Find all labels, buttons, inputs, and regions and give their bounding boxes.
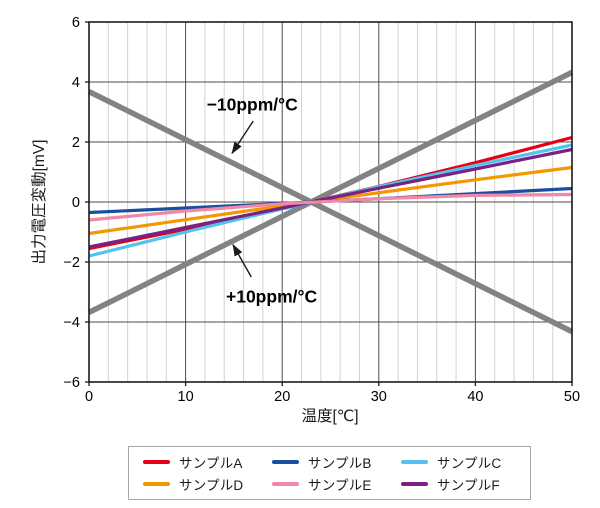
y-tick-label: 2	[72, 135, 80, 151]
legend-swatch	[143, 460, 170, 464]
legend-item-4: サンプルD	[143, 474, 272, 494]
x-tick-label: 20	[274, 389, 290, 405]
y-tick-label: 4	[72, 75, 80, 91]
y-tick-label: −2	[63, 255, 80, 271]
line-chart: 0 10 20 30 40 50 −6 −4 −2 0 2 4 6 −10ppm/°C +10ppm/°C …	[31, 15, 580, 425]
x-tick-label: 30	[371, 389, 387, 405]
legend-label: サンプルE	[308, 478, 372, 493]
legend-label: サンプルC	[437, 456, 502, 471]
y-tick-label: 0	[72, 195, 80, 211]
legend: サンプルA サンプルB サンプルC サンプルD サンプルE サンプルF	[128, 446, 531, 500]
annotation-arrow-2	[232, 243, 252, 278]
series-line-6	[88, 147, 573, 249]
legend-item-6: サンプルF	[401, 474, 530, 494]
legend-swatch	[272, 460, 299, 464]
legend-item-3: サンプルC	[401, 452, 530, 472]
legend-label: サンプルB	[308, 456, 372, 471]
legend-label: サンプルD	[179, 478, 244, 493]
legend-swatch	[401, 482, 428, 486]
legend-swatch	[401, 460, 428, 464]
legend-item-2: サンプルB	[272, 452, 401, 472]
ref-line-plus-10ppm	[87, 69, 574, 315]
x-tick-label: 0	[85, 389, 93, 405]
x-tick-label: 10	[178, 389, 194, 405]
legend-item-1: サンプルA	[143, 452, 272, 472]
legend-label: サンプルA	[179, 456, 243, 471]
x-tick-label: 50	[564, 389, 580, 405]
series-line-5	[88, 192, 573, 222]
legend-swatch	[272, 482, 299, 486]
ref-line-minus-10ppm	[87, 89, 574, 335]
annotation-label-2: +10ppm/°C	[226, 287, 317, 307]
annotation-label-1: −10ppm/°C	[207, 95, 298, 115]
x-axis-title: 温度[℃]	[301, 408, 359, 425]
y-tick-label: −6	[63, 375, 80, 391]
legend-item-5: サンプルE	[272, 474, 401, 494]
legend-swatch	[143, 482, 170, 486]
y-axis-title: 出力電圧変動[mV]	[31, 139, 48, 265]
annotation-arrow-1	[231, 120, 254, 155]
x-tick-label: 40	[467, 389, 483, 405]
y-tick-label: 6	[72, 15, 80, 31]
legend-label: サンプルF	[437, 478, 500, 493]
chart-canvas: 0 10 20 30 40 50 −6 −4 −2 0 2 4 6 −10ppm/°C +10ppm/°C	[63, 15, 580, 405]
y-tick-label: −4	[63, 315, 80, 331]
